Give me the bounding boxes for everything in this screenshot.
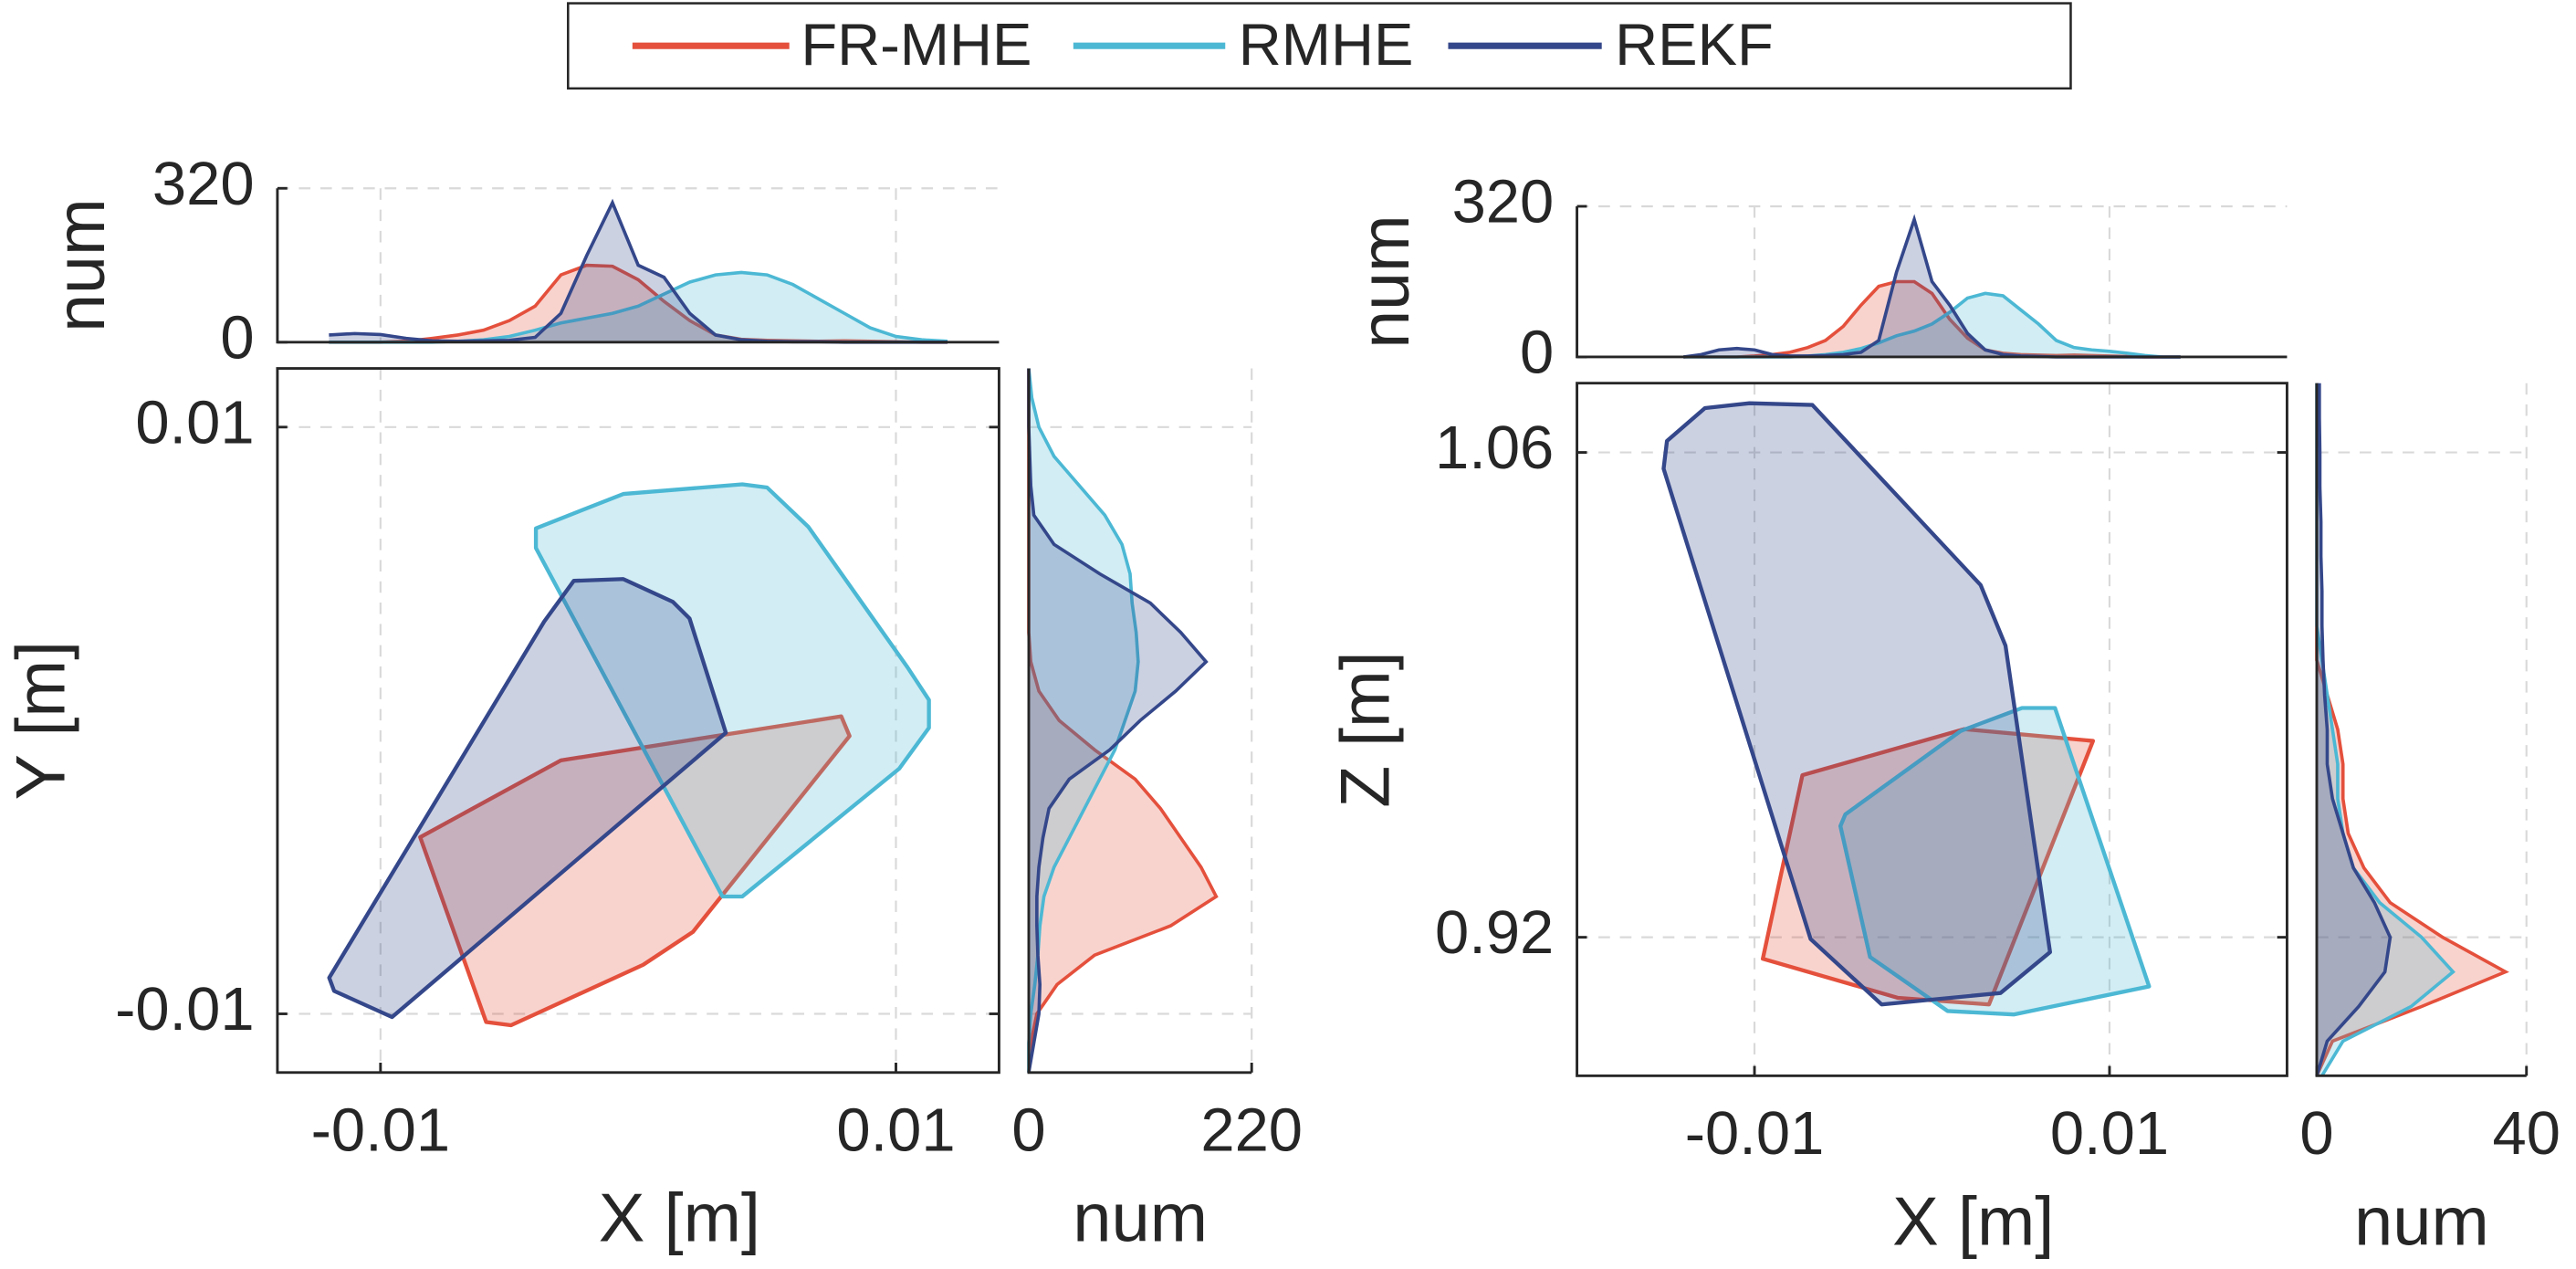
density-area [1683, 281, 2181, 357]
x-tick-label: 0 [1011, 1097, 1045, 1165]
axis-spine [2315, 383, 2527, 1077]
density-area [1683, 219, 2181, 357]
x-tick-label: 0.01 [2050, 1100, 2169, 1168]
x-tick-label: 40 [2493, 1100, 2560, 1168]
density-area [1028, 368, 1207, 1073]
density-area [329, 265, 948, 342]
axis-spine [1576, 205, 2288, 359]
legend-label: FR-MHE [801, 11, 1031, 78]
x-axis-label: num [1073, 1180, 1208, 1257]
y-tick-label: 0 [1520, 320, 1554, 387]
x-tick-label: -0.01 [311, 1097, 451, 1165]
y-axis-label: Z [m] [1327, 651, 1404, 808]
legend-label: RMHE [1239, 11, 1414, 78]
y-tick-label: 0.92 [1435, 899, 1554, 967]
y-axis-label: num [43, 198, 120, 332]
y-tick-label: 0 [220, 305, 254, 372]
x-axis-label: X [m] [1892, 1184, 2054, 1261]
density-area [329, 203, 948, 342]
density-area [2316, 383, 2391, 1076]
x-tick-label: -0.01 [1685, 1100, 1825, 1168]
legend-label: REKF [1615, 11, 1774, 78]
density-area [2316, 383, 2506, 1076]
hull [1661, 401, 2052, 1007]
y-tick-label: 1.06 [1435, 414, 1554, 482]
y-axis-label: num [1347, 215, 1424, 349]
hull [1838, 706, 2152, 1017]
hull [418, 714, 852, 1028]
x-tick-label: 220 [1200, 1097, 1303, 1165]
axis-spine [276, 188, 1000, 344]
y-tick-label: 320 [1452, 169, 1555, 236]
density-line [2315, 383, 2393, 1076]
x-tick-label: 0 [2299, 1100, 2333, 1168]
hull [533, 482, 931, 899]
y-axis-label: Y [m] [3, 641, 79, 800]
y-tick-label: -0.01 [115, 976, 255, 1044]
x-axis-label: num [2354, 1184, 2489, 1261]
density-line [1027, 368, 1209, 1074]
y-tick-label: 0.01 [135, 390, 254, 457]
axis-spine [1027, 368, 1252, 1075]
hull [327, 577, 728, 1020]
axes-box [276, 367, 1000, 1075]
legend-box [567, 2, 2072, 90]
density-area [1028, 368, 1217, 1073]
density-area [2316, 383, 2454, 1076]
x-tick-label: 0.01 [836, 1097, 955, 1165]
x-axis-label: X [m] [599, 1180, 760, 1257]
axes-box [1576, 382, 2288, 1077]
y-tick-label: 320 [152, 151, 255, 218]
